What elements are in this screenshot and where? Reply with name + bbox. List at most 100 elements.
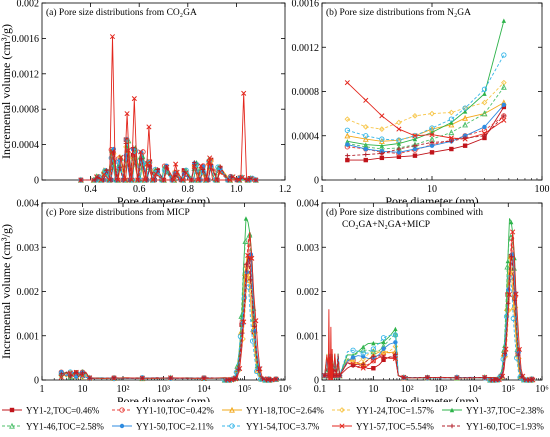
x-tick-label-d: 10 [368, 384, 378, 395]
series-marker-b-7 [429, 143, 435, 148]
series-marker-a-10 [200, 167, 206, 172]
series-marker-a-10 [247, 176, 253, 181]
series-marker-b-9 [344, 80, 350, 86]
legend: YY1-2,TOC=0.46% YY1-10,TOC=0.42% YY1-18,TO… [2, 406, 544, 432]
y-tick-label-a: 0.002 [17, 0, 40, 10]
series-marker-b-10 [396, 146, 402, 152]
panel-title-c: (c) Pore size distributions from MICP [46, 207, 190, 218]
legend-label-10: YY1-60,TOC=1.93% [466, 422, 544, 432]
series-spike-marker-a [124, 111, 130, 117]
x-tick-label-b: 1 [320, 184, 325, 195]
series-marker-a-10 [192, 160, 197, 165]
series-marker-d-9 [360, 365, 366, 371]
legend-marker-5 [449, 407, 455, 413]
series-marker-c-10 [59, 371, 64, 377]
series-marker-b-5 [501, 18, 507, 23]
series-marker-c-6 [242, 238, 249, 244]
series-line-b-5 [347, 20, 505, 147]
panel-title-b: (b) Pore size distributions from N₂GA [326, 7, 471, 18]
y-axis-label-a: Incremental volume (cm³/g) [0, 24, 13, 159]
x-tick-label-c: 10⁴ [197, 384, 211, 395]
series-marker-a-9 [144, 160, 151, 167]
series-marker-c-9 [249, 255, 255, 261]
series-spike-marker-a [173, 161, 179, 167]
series-marker-a-10 [101, 177, 106, 183]
series-marker-d-10 [322, 373, 327, 378]
x-tick-label-a: 0.4 [84, 184, 97, 195]
series-marker-b-9 [429, 132, 435, 138]
series-marker-d-8 [380, 335, 387, 341]
x-tick-label-a: 0.6 [133, 184, 146, 195]
x-tick-label-c: 10 [78, 384, 88, 395]
series-marker-d-9 [506, 292, 512, 298]
series-marker-d-5 [381, 339, 386, 345]
series-marker-c-10 [232, 376, 237, 382]
series-marker-b-10 [412, 143, 418, 148]
series-marker-a-8 [140, 160, 146, 166]
series-marker-d-8 [350, 347, 356, 353]
legend-item-9: YY1-57,TOC=5.54% [332, 422, 434, 432]
series-spike-d [329, 326, 332, 381]
series-marker-b-8 [429, 125, 435, 131]
series-marker-b-9 [448, 135, 454, 141]
series-marker-d-5 [361, 344, 366, 349]
series-marker-c-10 [87, 376, 92, 381]
series-marker-d-10 [512, 298, 518, 303]
series-marker-d-1 [381, 357, 386, 363]
series-marker-b-3 [362, 135, 369, 142]
series-marker-a-9 [217, 169, 223, 175]
series-marker-b-8 [344, 127, 350, 133]
series-marker-a-10 [164, 165, 169, 170]
series-spike-d [331, 349, 334, 381]
series-marker-a-10 [95, 175, 101, 180]
series-marker-b-3 [344, 132, 351, 139]
series-line-b-9 [346, 82, 505, 140]
series-marker-d-10 [509, 254, 514, 259]
y-tick-label-b: 0 [314, 176, 319, 187]
series-marker-c-10 [228, 377, 233, 383]
panel-title-line2-d: CO₂GA+N₂GA+MICP [342, 220, 430, 230]
series-marker-d-6 [370, 348, 377, 355]
legend-label-6: YY1-46,TOC=2.58% [26, 422, 104, 432]
x-tick-label-d: 10² [401, 384, 414, 395]
x-tick-label-d: 10⁶ [535, 384, 549, 395]
series-marker-b-7 [363, 146, 368, 152]
series-marker-d-8 [370, 346, 377, 352]
legend-item-1: YY1-2,TOC=0.46% [2, 406, 100, 416]
series-marker-b-8 [448, 116, 455, 122]
series-marker-b-7 [482, 124, 487, 130]
x-tick-label-d: 10⁴ [468, 384, 482, 395]
series-marker-d-5 [508, 219, 514, 225]
y-tick-label-a: 0.0008 [12, 105, 40, 116]
series-marker-d-10 [499, 374, 504, 379]
panel-title-d: (d) Pore size distributions combined wit… [326, 207, 483, 218]
series-marker-c-10 [140, 376, 145, 381]
series-marker-c-10 [273, 376, 279, 382]
series-marker-a-9 [118, 154, 124, 160]
panel-d: 1 10 10² 10³ 10⁴ 10⁵ 10⁶ 0 0.001 0.002 0.003 0.004 (… [297, 199, 550, 409]
series-marker-d-10 [337, 373, 342, 378]
series-marker-d-7 [381, 346, 386, 351]
series-marker-b-7 [462, 133, 468, 138]
series-marker-b-9 [396, 126, 402, 132]
x-tick-label-a: 0.8 [182, 184, 195, 195]
series-marker-b-9 [379, 113, 385, 119]
legend-marker-9 [339, 423, 345, 429]
series-marker-b-3 [462, 114, 469, 121]
series-marker-d-7 [393, 340, 398, 345]
series-marker-d-9 [392, 356, 398, 362]
series-marker-c-10 [244, 262, 249, 267]
series-marker-b-10 [345, 153, 350, 158]
series-marker-b-8 [462, 105, 468, 111]
series-spike-marker-a [109, 34, 116, 40]
series-marker-c-10 [256, 368, 261, 373]
y-tick-label-c: 0 [34, 376, 39, 387]
panel-title-a: (a) Pore size distributions from CO₂GA [46, 7, 197, 18]
series-marker-b-5 [449, 120, 454, 125]
series-marker-c-9 [67, 370, 73, 376]
y-tick-label-c: 0.001 [17, 331, 40, 342]
x-axis-label-c: Pore diameter (nm) [117, 394, 210, 402]
legend-item-5: YY1-37,TOC=2.38% [442, 406, 544, 416]
series-marker-b-6 [448, 129, 455, 136]
series-marker-b-1 [412, 153, 418, 158]
